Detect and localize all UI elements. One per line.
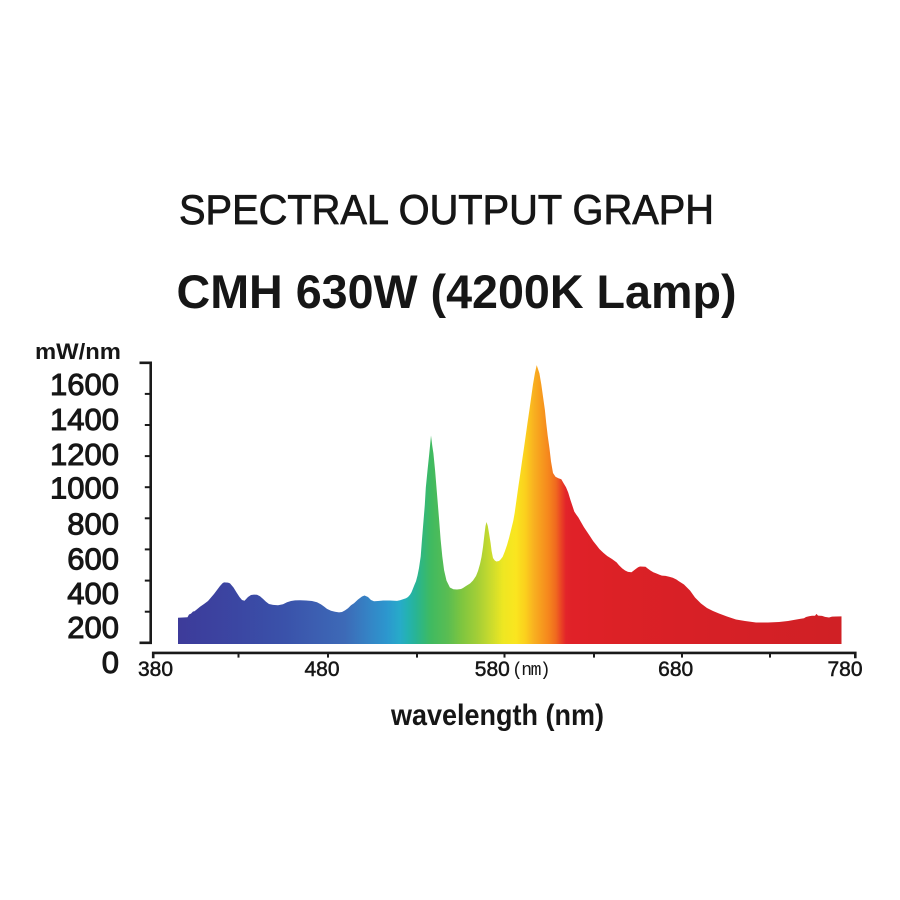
svg-text:0: 0 xyxy=(102,645,119,680)
svg-text:200: 200 xyxy=(67,610,119,645)
svg-text:600: 600 xyxy=(67,541,119,576)
svg-text:1000: 1000 xyxy=(50,471,119,506)
svg-text:mW/nm: mW/nm xyxy=(35,339,121,364)
svg-text:580: 580 xyxy=(475,658,510,681)
svg-text:480: 480 xyxy=(304,658,339,681)
svg-text:CMH 630W (4200K Lamp): CMH 630W (4200K Lamp) xyxy=(177,265,737,318)
svg-text:800: 800 xyxy=(67,507,119,542)
svg-text:780: 780 xyxy=(827,658,862,681)
svg-text:680: 680 xyxy=(658,658,693,681)
svg-text:wavelength (nm): wavelength (nm) xyxy=(390,699,604,732)
svg-text:1600: 1600 xyxy=(50,367,119,402)
svg-text:380: 380 xyxy=(138,658,173,681)
svg-text:1200: 1200 xyxy=(50,437,119,472)
svg-text:1400: 1400 xyxy=(50,402,119,437)
svg-text:400: 400 xyxy=(67,576,119,611)
svg-text:SPECTRAL OUTPUT GRAPH: SPECTRAL OUTPUT GRAPH xyxy=(179,186,714,233)
svg-text:(nm): (nm) xyxy=(512,661,549,681)
